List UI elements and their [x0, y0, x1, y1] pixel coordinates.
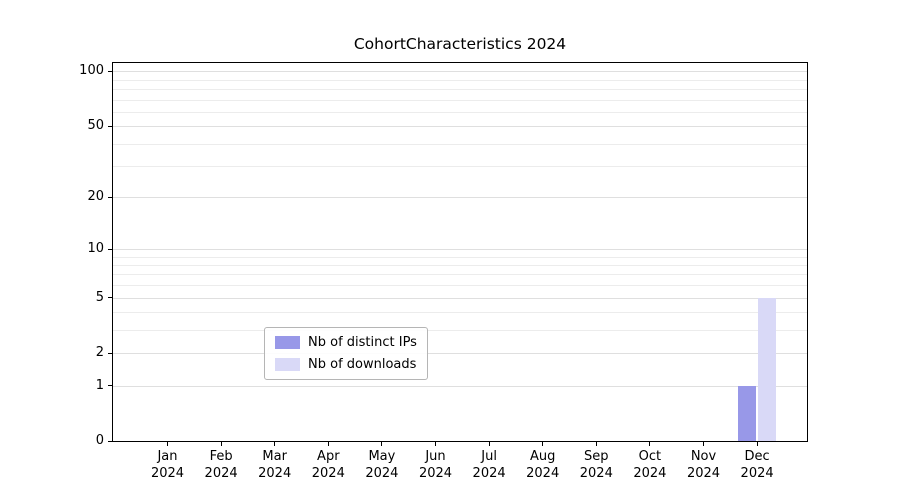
gridline-major	[113, 248, 807, 250]
x-tick-label: Jan 2024	[150, 449, 185, 481]
y-tick-label: 1	[95, 377, 104, 393]
x-tick-label: Jul 2024	[472, 449, 506, 481]
x-tick-label: Dec 2024	[740, 449, 774, 481]
y-tick-mark	[108, 71, 112, 72]
y-tick-label: 10	[87, 240, 104, 256]
gridline-minor	[113, 165, 807, 167]
plot-area	[112, 62, 808, 442]
x-tick-mark	[649, 442, 651, 446]
y-tick-mark	[108, 126, 112, 127]
x-tick-mark	[542, 442, 544, 446]
x-tick-mark	[274, 442, 276, 446]
x-tick-mark	[167, 442, 168, 446]
y-tick-label: 2	[95, 345, 104, 360]
gridline-minor	[113, 329, 807, 331]
gridline-minor	[113, 312, 807, 314]
bar-nb-of-downloads	[758, 297, 777, 441]
x-tick-label: Nov 2024	[686, 449, 721, 481]
y-tick-label: 100	[79, 63, 104, 79]
gridline-minor	[113, 143, 807, 145]
gridline-major	[113, 71, 807, 73]
gridline-major	[113, 126, 807, 127]
legend-label-distinct-ips: Nb of distinct IPs	[308, 335, 417, 350]
gridline-major	[113, 297, 807, 299]
legend-label-downloads: Nb of downloads	[308, 357, 417, 372]
y-tick-label: 0	[95, 433, 104, 448]
gridline-minor	[113, 111, 807, 113]
y-tick-mark	[108, 249, 112, 250]
y-tick-label: 20	[87, 189, 104, 205]
x-tick-mark	[595, 442, 597, 446]
x-tick-mark	[435, 442, 436, 446]
gridline-minor	[113, 99, 807, 101]
gridline-major	[113, 385, 807, 387]
legend-swatch-distinct-ips	[275, 336, 300, 349]
x-tick-mark	[488, 442, 490, 446]
x-tick-label: Jun 2024	[418, 449, 453, 481]
legend-swatch-downloads	[275, 358, 300, 371]
gridline-major	[113, 197, 807, 199]
y-tick-mark	[108, 297, 112, 298]
x-tick-label: Feb 2024	[204, 449, 238, 481]
x-tick-label: Aug 2024	[526, 449, 560, 481]
x-tick-label: Apr 2024	[311, 449, 345, 481]
x-tick-mark	[381, 442, 383, 446]
x-tick-mark	[703, 442, 704, 446]
x-tick-label: Oct 2024	[633, 449, 667, 481]
legend-item-distinct-ips: Nb of distinct IPs	[275, 335, 417, 350]
y-tick-mark	[108, 197, 112, 198]
x-tick-mark	[756, 442, 758, 446]
gridline-minor	[113, 265, 807, 266]
gridline-minor	[113, 79, 807, 81]
chart-title: CohortCharacteristics 2024	[353, 35, 567, 53]
legend: Nb of distinct IPs Nb of downloads	[264, 327, 428, 380]
legend-item-downloads: Nb of downloads	[275, 357, 417, 372]
gridline-major	[113, 353, 807, 354]
y-tick-label: 5	[95, 289, 104, 305]
x-tick-label: Mar 2024	[258, 449, 292, 481]
gridline-minor	[113, 285, 807, 287]
x-tick-mark	[327, 442, 329, 446]
bar-nb-of-distinct-ips	[738, 385, 757, 441]
gridline-minor	[113, 274, 807, 276]
x-tick-label: Sep 2024	[579, 449, 613, 481]
y-tick-mark	[108, 353, 112, 354]
y-tick-mark	[108, 441, 112, 442]
y-tick-mark	[108, 385, 112, 386]
x-tick-mark	[220, 442, 222, 446]
x-tick-label: May 2024	[365, 449, 399, 481]
gridline-minor	[113, 89, 807, 90]
gridline-minor	[113, 256, 807, 258]
y-tick-label: 50	[87, 118, 104, 133]
